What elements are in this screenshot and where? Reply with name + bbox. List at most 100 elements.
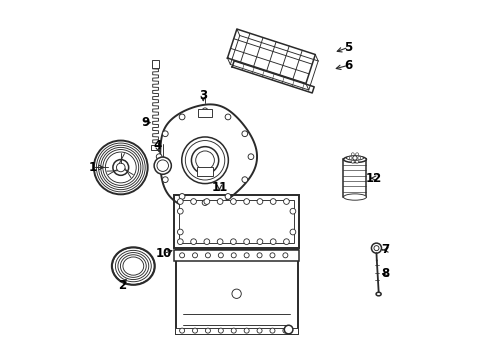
Ellipse shape [343,156,366,162]
Circle shape [154,157,171,174]
Circle shape [351,160,353,163]
Circle shape [231,253,236,258]
Ellipse shape [112,248,154,284]
Circle shape [247,154,253,159]
Circle shape [217,199,223,204]
Circle shape [283,199,289,204]
Circle shape [179,328,184,333]
Circle shape [257,199,262,204]
Ellipse shape [343,194,366,200]
Circle shape [113,159,128,175]
Circle shape [99,145,142,190]
Text: 1: 1 [89,161,97,174]
Ellipse shape [120,255,146,277]
Circle shape [96,143,145,192]
Circle shape [191,147,218,174]
Circle shape [244,239,249,244]
Circle shape [185,140,224,180]
Text: 11: 11 [211,181,227,194]
Bar [174,195,299,248]
Text: 6: 6 [344,59,352,72]
Circle shape [162,177,168,183]
Circle shape [217,239,223,244]
Circle shape [270,199,276,204]
Text: 8: 8 [381,267,389,280]
Circle shape [244,328,249,333]
Polygon shape [160,104,257,209]
Circle shape [282,328,287,333]
Text: 12: 12 [365,172,381,185]
Circle shape [105,152,136,183]
Text: 5: 5 [344,41,352,54]
Circle shape [102,149,139,185]
Circle shape [177,239,183,244]
Circle shape [116,163,125,172]
Text: 7: 7 [381,243,389,256]
Circle shape [94,140,147,194]
Circle shape [224,194,230,199]
Bar [179,200,294,243]
Circle shape [190,239,196,244]
Bar [175,250,297,334]
Circle shape [283,239,289,244]
Circle shape [284,325,292,334]
Circle shape [179,114,184,120]
Bar [175,328,298,334]
Circle shape [230,199,236,204]
Circle shape [242,177,247,183]
Circle shape [202,200,207,206]
Text: 2: 2 [118,279,126,292]
Circle shape [203,239,209,244]
Circle shape [242,131,247,136]
Circle shape [192,328,197,333]
Circle shape [282,253,287,258]
Circle shape [371,243,381,253]
Circle shape [192,253,197,258]
Bar [174,250,298,261]
Ellipse shape [115,250,151,282]
Circle shape [203,199,209,204]
Circle shape [269,328,274,333]
Bar [152,60,159,68]
Circle shape [289,229,295,235]
Circle shape [352,156,356,160]
Circle shape [182,137,228,184]
Circle shape [224,114,230,120]
Circle shape [373,246,378,251]
Text: 10: 10 [155,247,172,260]
Circle shape [351,153,353,156]
Ellipse shape [346,156,363,160]
Bar [343,159,366,197]
Circle shape [156,154,162,159]
Text: 9: 9 [142,116,150,129]
Circle shape [162,131,168,136]
Circle shape [177,199,183,204]
Circle shape [202,108,207,114]
Circle shape [257,253,262,258]
Circle shape [257,239,262,244]
Circle shape [195,151,214,170]
Text: 3: 3 [199,89,207,102]
Text: 4: 4 [153,139,162,152]
Circle shape [177,208,183,214]
Ellipse shape [118,253,148,280]
Ellipse shape [122,257,143,275]
Circle shape [348,157,351,159]
Circle shape [205,253,210,258]
Circle shape [177,229,183,235]
Circle shape [257,328,262,333]
Circle shape [355,160,358,163]
Circle shape [205,328,210,333]
Circle shape [101,147,141,188]
Circle shape [355,153,358,156]
Circle shape [230,239,236,244]
Circle shape [269,253,274,258]
Polygon shape [227,29,315,84]
Circle shape [244,199,249,204]
Circle shape [190,199,196,204]
Circle shape [157,160,168,171]
Circle shape [179,253,184,258]
Circle shape [231,289,241,298]
Ellipse shape [375,292,380,296]
Circle shape [179,194,184,199]
